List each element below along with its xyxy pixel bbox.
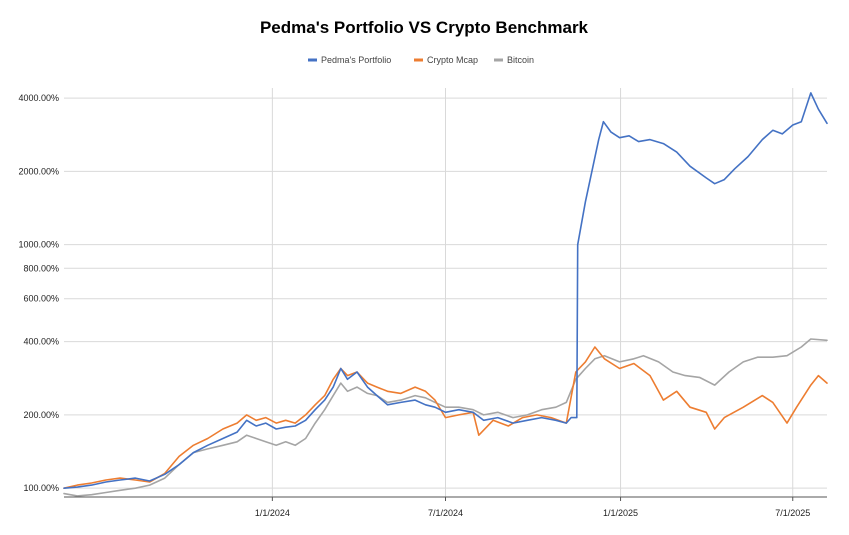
x-tick-label: 7/1/2024 bbox=[428, 508, 463, 518]
series-line-crypto-mcap bbox=[63, 346, 828, 490]
x-tick-label: 1/1/2025 bbox=[603, 508, 638, 518]
legend-label: Crypto Mcap bbox=[427, 55, 478, 65]
x-tick-label: 7/1/2025 bbox=[775, 508, 810, 518]
y-tick-label: 800.00% bbox=[23, 263, 59, 273]
x-axis-ticks: 1/1/2024 7/1/2024 1/1/2025 7/1/2025 bbox=[255, 497, 810, 518]
series-line-bitcoin bbox=[63, 338, 828, 497]
legend-label: Bitcoin bbox=[507, 55, 534, 65]
x-tick-label: 1/1/2024 bbox=[255, 508, 290, 518]
legend: Pedma's Portfolio Crypto Mcap Bitcoin bbox=[308, 55, 534, 65]
grid bbox=[64, 88, 827, 497]
chart-title: Pedma's Portfolio VS Crypto Benchmark bbox=[260, 18, 589, 37]
y-tick-label: 100.00% bbox=[23, 483, 59, 493]
y-tick-label: 600.00% bbox=[23, 294, 59, 304]
y-tick-label: 200.00% bbox=[23, 410, 59, 420]
series-lines bbox=[63, 92, 828, 497]
y-tick-label: 400.00% bbox=[23, 337, 59, 347]
y-tick-label: 1000.00% bbox=[18, 240, 59, 250]
y-axis-ticks: 100.00% 200.00% 400.00% 600.00% 800.00% 1000.… bbox=[18, 93, 59, 493]
y-tick-label: 2000.00% bbox=[18, 166, 59, 176]
legend-label: Pedma's Portfolio bbox=[321, 55, 391, 65]
y-tick-label: 4000.00% bbox=[18, 93, 59, 103]
series-line-pedma-s-portfolio bbox=[63, 92, 828, 490]
